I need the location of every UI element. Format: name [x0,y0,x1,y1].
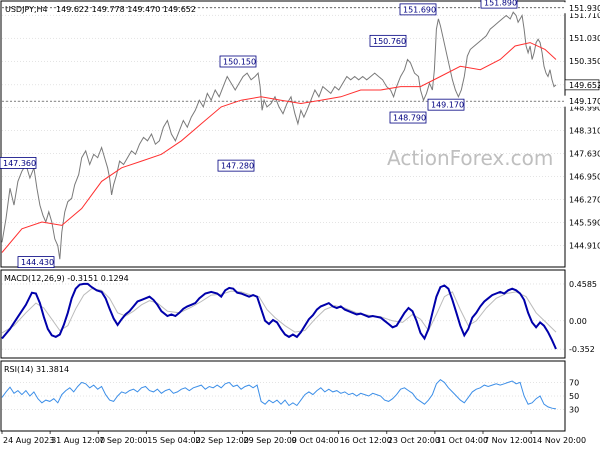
price-annotation-label: 147.360 [3,159,36,168]
x-tick-label: 22 Sep 12:00 [195,436,248,445]
x-tick-label: 31 Aug 12:00 [51,436,105,445]
price-annotation-label: 147.280 [221,162,254,171]
chart-header-ohlc: 149.622 149.778 149.470 149.652 [56,5,196,14]
price-annotation-box [369,34,407,47]
macd-y-tick-label: 0.4585 [569,280,597,289]
current-price-label: 149.652 [569,81,600,90]
price-y-tick-label: 148.310 [569,126,600,135]
x-tick-label: 7 Nov 12:00 [484,436,533,445]
price-y-tick-label: 145.590 [569,218,600,227]
price-annotation-box [399,3,437,16]
macd-y-tick-label: -0.352 [569,345,595,354]
price-panel: 151.930151.710 151.030 150.350 149.652 149.1… [0,0,600,269]
rsi-y-tick-label: 30 [569,406,579,415]
price-y-tick-label: 146.270 [569,195,600,204]
price-annotation-box [17,256,55,269]
macd-legend: MACD(12,26,9) -0.3151 0.1294 [4,274,129,283]
price-annotation-label: 149.170 [431,101,464,110]
price-annotation-box [480,0,518,9]
rsi-y-axis: 70 50 30 [569,378,579,414]
price-annotation-box [389,111,427,124]
reference-label: 149.170 [569,97,600,106]
x-tick-label: 14 Nov 20:00 [532,436,586,445]
reference-label: 151.930 [569,4,600,13]
price-annotation-label: 150.760 [373,37,406,46]
macd-y-tick-label: 0.00 [569,317,587,326]
x-tick-label: 24 Aug 2023 [3,436,54,445]
reference-label-box [564,2,600,14]
price-annotation-box [0,157,37,169]
rsi-panel-frame [0,360,566,432]
price-y-tick-label: 151.710 [569,11,600,20]
price-annotation-label: 144.430 [21,258,54,267]
rsi-grid [2,382,564,410]
price-panel-frame [0,0,566,268]
watermark: ActionForex.com [387,146,553,170]
price-annotation-box [427,98,465,111]
price-annotation-box [217,159,255,172]
x-tick-label: 7 Sep 20:00 [99,436,147,445]
x-tick-label: 29 Sep 20:00 [244,436,297,445]
rsi-line [1,379,557,410]
price-y-tick-label: 151.030 [569,34,600,43]
moving-average-line [1,42,557,253]
rsi-y-tick-label: 50 [569,392,579,401]
price-reference-lines [2,7,564,102]
x-tick-label: 9 Oct 04:00 [292,436,339,445]
price-y-tick-label: 148.990 [569,103,600,112]
macd-panel-frame [0,269,566,359]
price-y-tick-label: 144.910 [569,241,600,250]
price-annotation-label: 151.890 [484,0,517,8]
rsi-panel: 70 50 30 RSI(14) 31.3814 [0,360,579,432]
price-annotations: 147.360 144.430 150.150 147.280 150.760 148.7… [0,0,518,269]
macd-signal-line [1,288,557,334]
price-series-line [1,11,557,260]
price-annotation-label: 150.150 [223,58,256,67]
price-y-tick-label: 146.950 [569,172,600,181]
rsi-y-tick-label: 70 [569,378,579,387]
reference-label-box [564,95,600,107]
price-annotation-label: 151.690 [403,5,436,14]
price-annotation-label: 148.790 [393,114,426,123]
x-tick-label: 23 Oct 20:00 [388,436,440,445]
price-y-axis: 151.930151.710 151.030 150.350 149.652 149.1… [564,2,600,250]
macd-panel: 0.4585 0.00 -0.352 MACD(12,26,9) -0.3151 0… [0,269,597,359]
current-price-box [564,79,600,91]
macd-line [1,282,557,350]
macd-y-axis: 0.4585 0.00 -0.352 [569,280,597,354]
rsi-legend: RSI(14) 31.3814 [4,365,69,374]
chart-header-symbol: USDJPY,H4 [5,5,48,14]
x-tick-label: 16 Oct 12:00 [340,436,392,445]
price-annotation-box [219,55,257,68]
price-y-tick-label: 150.350 [569,57,600,66]
x-tick-label: 31 Oct 04:00 [436,436,488,445]
x-tick-label: 15 Sep 04:00 [147,436,200,445]
price-y-tick-label: 147.630 [569,149,600,158]
